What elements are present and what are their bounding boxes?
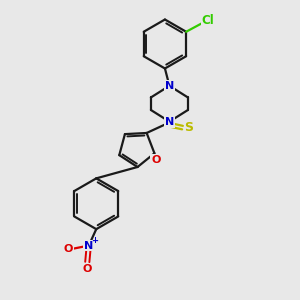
Text: +: +: [91, 236, 98, 245]
Text: N: N: [84, 241, 93, 250]
Text: N: N: [165, 117, 174, 127]
Text: N: N: [165, 81, 174, 91]
Text: O: O: [82, 263, 92, 274]
Text: Cl: Cl: [202, 14, 214, 28]
Text: S: S: [184, 121, 194, 134]
Text: O: O: [151, 155, 160, 165]
Text: O: O: [64, 244, 73, 254]
